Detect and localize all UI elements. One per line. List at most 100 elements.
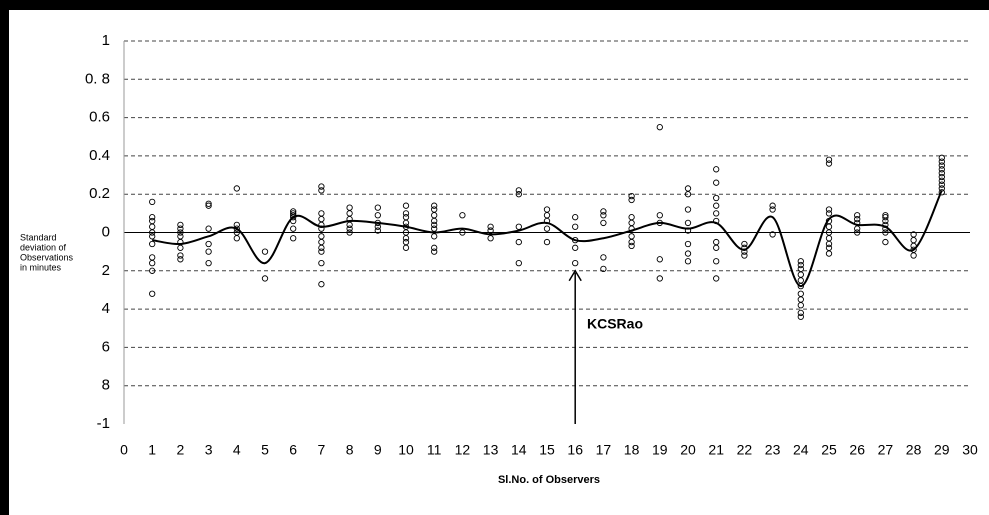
point [713, 210, 720, 217]
point [938, 177, 945, 184]
point [487, 223, 494, 230]
point [600, 212, 607, 219]
x-tick-label: 2 [177, 442, 185, 458]
point [402, 244, 410, 251]
y-tick-label: 6 [102, 338, 110, 355]
point [290, 214, 297, 221]
point [346, 229, 353, 236]
x-tick-label: 10 [398, 442, 414, 458]
point [261, 275, 269, 282]
point [713, 244, 720, 251]
point [572, 214, 579, 221]
point [177, 225, 184, 232]
point [431, 217, 438, 225]
point [177, 221, 184, 228]
point [205, 248, 212, 255]
point [684, 219, 692, 227]
y-tick-label: 0 [102, 223, 110, 240]
point [346, 221, 353, 228]
point [628, 242, 635, 250]
x-tick-label: 13 [483, 442, 499, 458]
x-tick-label: 3 [205, 442, 213, 458]
x-tick-label: 1 [148, 442, 156, 458]
point [769, 202, 776, 209]
point [825, 240, 833, 248]
point [318, 281, 325, 288]
point [741, 240, 748, 248]
point [684, 191, 692, 198]
frame-top [0, 0, 989, 10]
point [882, 238, 889, 246]
point [938, 181, 945, 188]
point [431, 248, 438, 255]
x-tick-label: 18 [624, 442, 640, 458]
point [769, 206, 776, 213]
point [938, 154, 945, 161]
point [797, 302, 804, 309]
point [205, 225, 212, 232]
y-tick-label: 0. 8 [85, 70, 110, 87]
arrow-head [568, 269, 582, 282]
point [600, 219, 607, 227]
point [431, 221, 438, 228]
point [290, 225, 297, 232]
x-tick-label: 26 [849, 442, 865, 458]
x-tick-label: 19 [652, 442, 668, 458]
x-tick-label: 11 [427, 442, 442, 458]
point [628, 238, 635, 246]
point [938, 189, 945, 196]
point [205, 202, 212, 209]
point [290, 235, 297, 242]
y-axis-label: in minutes [20, 262, 62, 272]
point [572, 259, 579, 267]
point [177, 244, 184, 251]
point [402, 202, 410, 209]
y-tick-label: 0.2 [89, 185, 110, 202]
x-axis-label: Sl.No. of Observers [498, 474, 600, 486]
x-tick-label: 8 [346, 442, 354, 458]
y-axis-label: Standard [20, 232, 57, 242]
point [515, 259, 522, 267]
point [543, 225, 551, 232]
point [825, 206, 833, 213]
point [882, 217, 889, 225]
x-tick-label: 22 [737, 442, 753, 458]
point [149, 229, 156, 236]
x-tick-label: 17 [596, 442, 612, 458]
point [797, 282, 804, 290]
y-tick-label: 8 [102, 377, 110, 394]
trend-line [152, 189, 943, 288]
point [882, 229, 889, 236]
x-tick-label: 12 [455, 442, 471, 458]
point [515, 191, 522, 198]
point [713, 179, 720, 186]
point [713, 194, 720, 202]
point [149, 290, 156, 297]
point [205, 259, 212, 267]
point [374, 204, 381, 211]
point [515, 223, 522, 230]
point [149, 233, 156, 240]
point [572, 223, 579, 230]
point [684, 240, 692, 248]
point [374, 212, 381, 219]
x-tick-label: 25 [821, 442, 837, 458]
point [261, 248, 269, 255]
point [656, 212, 663, 219]
point [938, 166, 945, 173]
point [149, 214, 156, 221]
x-tick-label: 29 [934, 442, 950, 458]
point [318, 187, 325, 194]
point [797, 258, 804, 265]
point [600, 265, 607, 273]
point [656, 275, 663, 282]
point [402, 210, 410, 217]
x-tick-label: 30 [962, 442, 978, 458]
point [572, 244, 579, 251]
point [713, 202, 720, 209]
point [854, 225, 861, 232]
point [515, 238, 522, 246]
point [402, 219, 410, 227]
x-tick-label: 15 [539, 442, 555, 458]
